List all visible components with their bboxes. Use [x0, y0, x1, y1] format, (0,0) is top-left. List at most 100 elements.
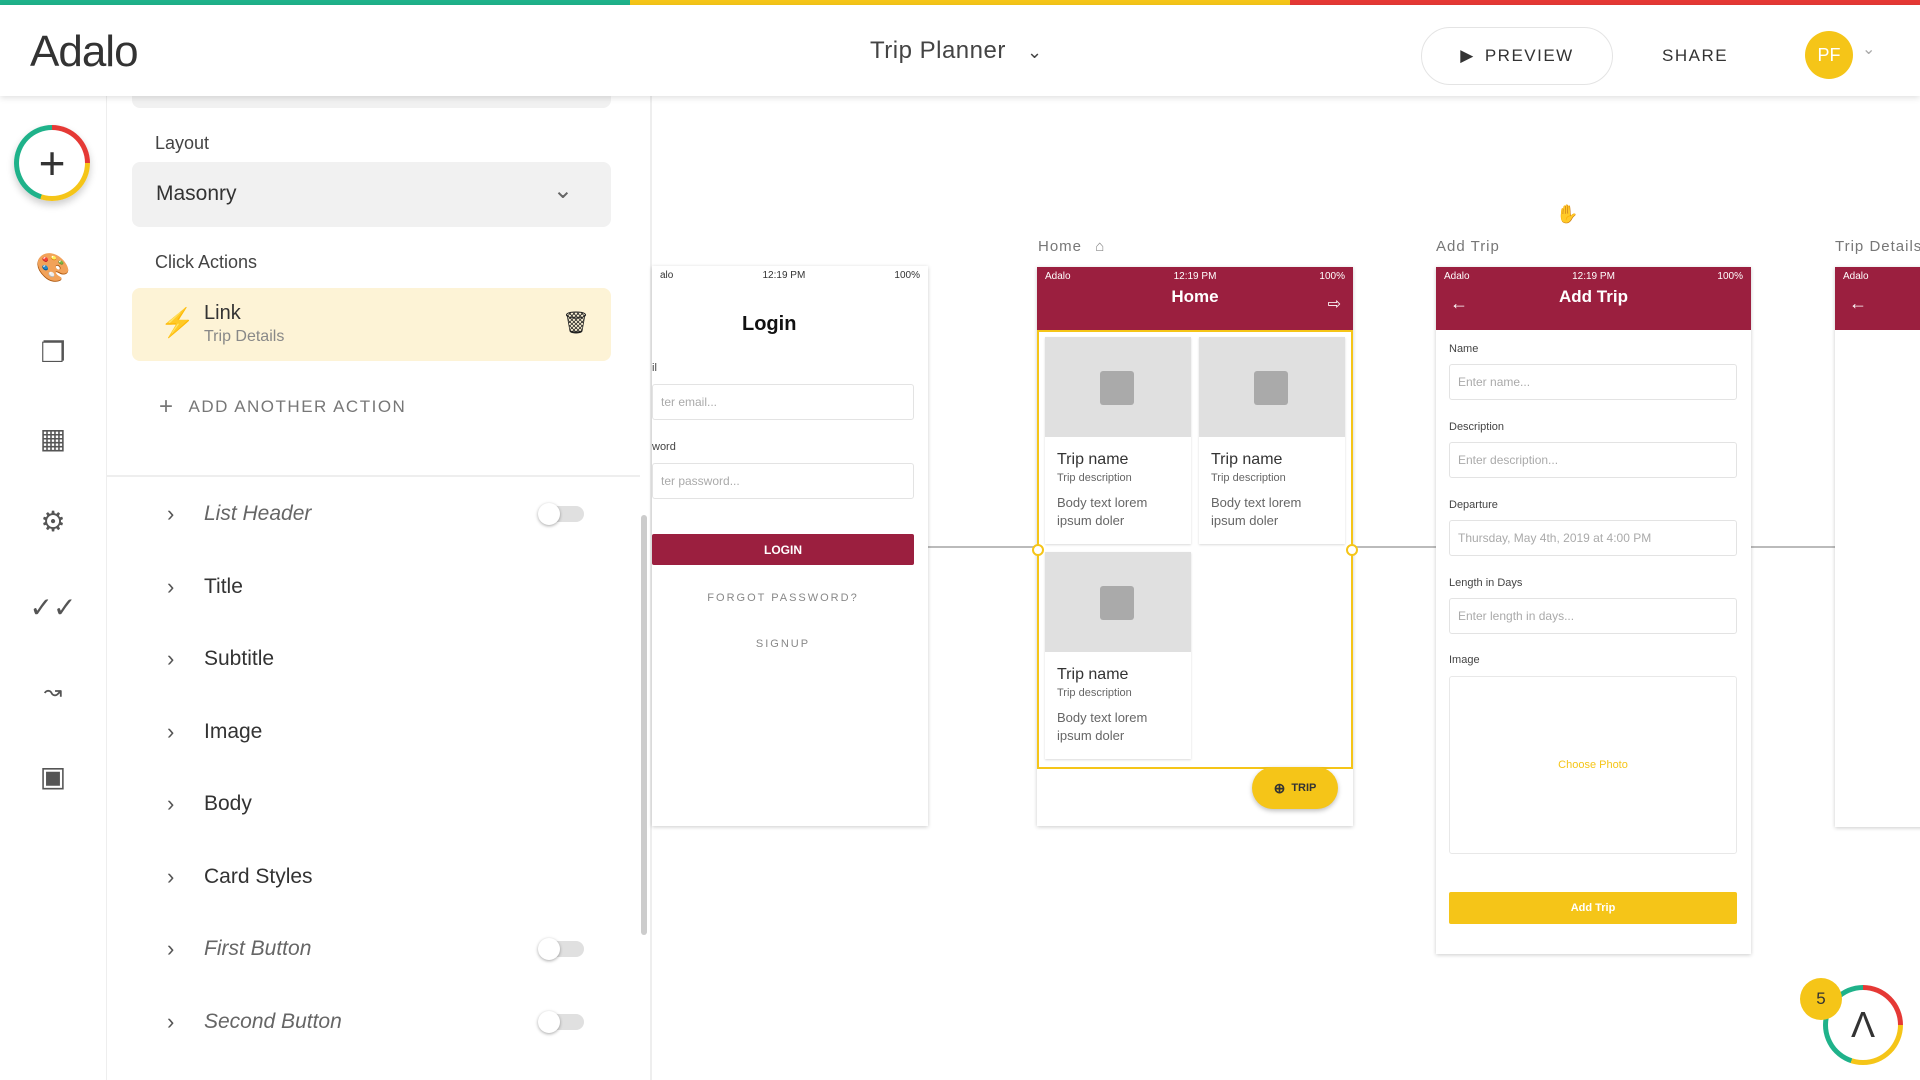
email-label: il: [652, 362, 657, 374]
length-field[interactable]: Enter length in days...: [1449, 598, 1737, 634]
notification-badge[interactable]: 5: [1800, 978, 1842, 1020]
preview-button[interactable]: ▶ PREVIEW: [1421, 27, 1613, 85]
choose-photo-button[interactable]: Choose Photo: [1449, 676, 1737, 854]
panel-scrollbar[interactable]: [641, 515, 647, 935]
departure-field[interactable]: Thursday, May 4th, 2019 at 4:00 PM: [1449, 520, 1737, 556]
back-arrow-icon[interactable]: ←: [1450, 293, 1468, 313]
brand-color-bar: [0, 0, 1920, 5]
section-subtitle[interactable]: › Subtitle: [107, 623, 640, 695]
first-button-toggle[interactable]: [538, 938, 584, 960]
carrier: Adalo: [1045, 271, 1071, 282]
chevron-right-icon: ›: [167, 501, 175, 526]
status-time: 12:19 PM: [1173, 271, 1217, 282]
chevron-right-icon: ›: [167, 719, 175, 744]
database-icon[interactable]: ▦: [39, 422, 67, 454]
battery: 100%: [894, 270, 920, 281]
status-time: 12:19 PM: [762, 270, 806, 281]
adalo-logo[interactable]: Adalo: [30, 27, 139, 76]
section-label: List Header: [204, 502, 312, 525]
action-title: Link: [204, 302, 241, 324]
chevron-right-icon: ›: [167, 864, 175, 889]
image-placeholder-icon: [1100, 371, 1134, 405]
image-placeholder-icon: [1100, 586, 1134, 620]
preview-label: PREVIEW: [1484, 46, 1574, 65]
link-connector: [1751, 546, 1835, 548]
list-header-toggle[interactable]: [538, 503, 584, 525]
trip-details-screen-label: Trip Details: [1835, 238, 1920, 255]
section-image[interactable]: › Image: [107, 696, 640, 768]
home-title: Home: [1171, 287, 1219, 306]
trip-card[interactable]: Trip name Trip description Body text lorem…: [1199, 337, 1345, 544]
section-body[interactable]: › Body: [107, 768, 640, 840]
back-arrow-icon[interactable]: ←: [1849, 293, 1867, 313]
section-card-styles[interactable]: › Card Styles: [107, 841, 640, 913]
logout-icon[interactable]: ⇨: [1327, 296, 1341, 313]
adalo-a-icon: Λ: [1828, 990, 1898, 1060]
lightning-icon: ⚡: [160, 307, 195, 338]
second-button-toggle[interactable]: [538, 1011, 584, 1033]
app-title: Trip Planner: [870, 37, 1006, 64]
trash-icon[interactable]: 🗑: [562, 310, 590, 335]
home-screen[interactable]: Adalo 12:19 PM 100% Home ⇨ Trip name Trip d…: [1032, 267, 1358, 826]
settings-icon[interactable]: ⚙: [40, 505, 66, 537]
publish-check-icon[interactable]: ✓✓: [29, 591, 77, 623]
resize-handle[interactable]: [1346, 544, 1358, 556]
link-connector: [928, 546, 1038, 548]
plus-icon: +: [159, 393, 175, 420]
carrier: Adalo: [1843, 271, 1869, 282]
play-icon: ▶: [1460, 46, 1475, 65]
add-trip-submit-button[interactable]: Add Trip: [1449, 892, 1737, 924]
trip-card[interactable]: Trip name Trip description Body text lorem…: [1045, 552, 1191, 759]
layout-label: Layout: [155, 133, 210, 153]
chevron-right-icon: ›: [167, 574, 175, 599]
layout-select[interactable]: Masonry ⌄: [132, 162, 611, 227]
add-trip-screen[interactable]: Adalo 12:19 PM 100% ← Add Trip Name Enter …: [1436, 267, 1751, 954]
login-title: Login: [742, 313, 797, 335]
top-header: Adalo Trip Planner ⌄ ▶ PREVIEW SHARE PF ⌄: [0, 5, 1920, 96]
layout-value: Masonry: [156, 182, 237, 205]
section-first-button[interactable]: › First Button: [107, 913, 640, 985]
signup-link[interactable]: SIGNUP: [755, 638, 811, 650]
analytics-icon[interactable]: ↝: [43, 679, 63, 704]
properties-panel: Layout Masonry ⌄ Click Actions ⚡ Link Tri…: [107, 96, 640, 1080]
divider: [107, 475, 640, 477]
login-screen[interactable]: alo 12:19 PM 100% Login il ter email... wo…: [652, 266, 928, 826]
app-switcher[interactable]: Trip Planner ⌄: [870, 37, 1043, 65]
share-button[interactable]: SHARE: [1662, 46, 1729, 65]
forgot-password-link[interactable]: FORGOT PASSWORD?: [707, 592, 859, 604]
resize-handle[interactable]: [1032, 544, 1044, 556]
action-card-link[interactable]: ⚡ Link Trip Details 🗑: [132, 288, 611, 361]
account-chevron-icon[interactable]: ⌄: [1862, 41, 1876, 58]
status-time: 12:19 PM: [1572, 271, 1615, 282]
chevron-right-icon: ›: [167, 936, 175, 961]
password-field[interactable]: ter password...: [652, 463, 914, 499]
app-access-icon[interactable]: ▣: [39, 760, 67, 792]
add-trip-screen-label: Add Trip: [1436, 238, 1500, 255]
trip-details-screen[interactable]: Adalo ←: [1835, 267, 1920, 827]
chevron-right-icon: ›: [167, 646, 175, 671]
description-field[interactable]: Enter description...: [1449, 442, 1737, 478]
section-title[interactable]: › Title: [107, 551, 640, 623]
previous-field: [132, 96, 611, 108]
chevron-down-icon: ⌄: [1027, 42, 1043, 62]
email-field[interactable]: ter email...: [652, 384, 914, 420]
add-action-label: ADD ANOTHER ACTION: [188, 397, 407, 416]
add-component-button[interactable]: +: [14, 125, 90, 201]
add-trip-title: Add Trip: [1559, 287, 1628, 306]
image-placeholder-icon: [1254, 371, 1288, 405]
carrier: alo: [660, 270, 674, 281]
home-icon: ⌂: [1095, 238, 1106, 255]
add-trip-fab[interactable]: ⊕ TRIP: [1252, 767, 1338, 809]
section-list-header[interactable]: › List Header: [107, 478, 640, 550]
section-second-button[interactable]: › Second Button: [107, 986, 640, 1058]
trip-card[interactable]: Trip name Trip description Body text lorem…: [1045, 337, 1191, 544]
departure-label: Departure: [1449, 499, 1498, 511]
section-label: Second Button: [204, 1010, 342, 1033]
name-field[interactable]: Enter name...: [1449, 364, 1737, 400]
add-another-action-button[interactable]: + ADD ANOTHER ACTION: [159, 393, 406, 421]
description-label: Description: [1449, 421, 1505, 433]
palette-icon[interactable]: 🎨: [35, 251, 71, 283]
avatar[interactable]: PF: [1805, 31, 1853, 79]
screens-icon[interactable]: ❐: [40, 336, 66, 368]
login-button[interactable]: LOGIN: [652, 534, 914, 565]
